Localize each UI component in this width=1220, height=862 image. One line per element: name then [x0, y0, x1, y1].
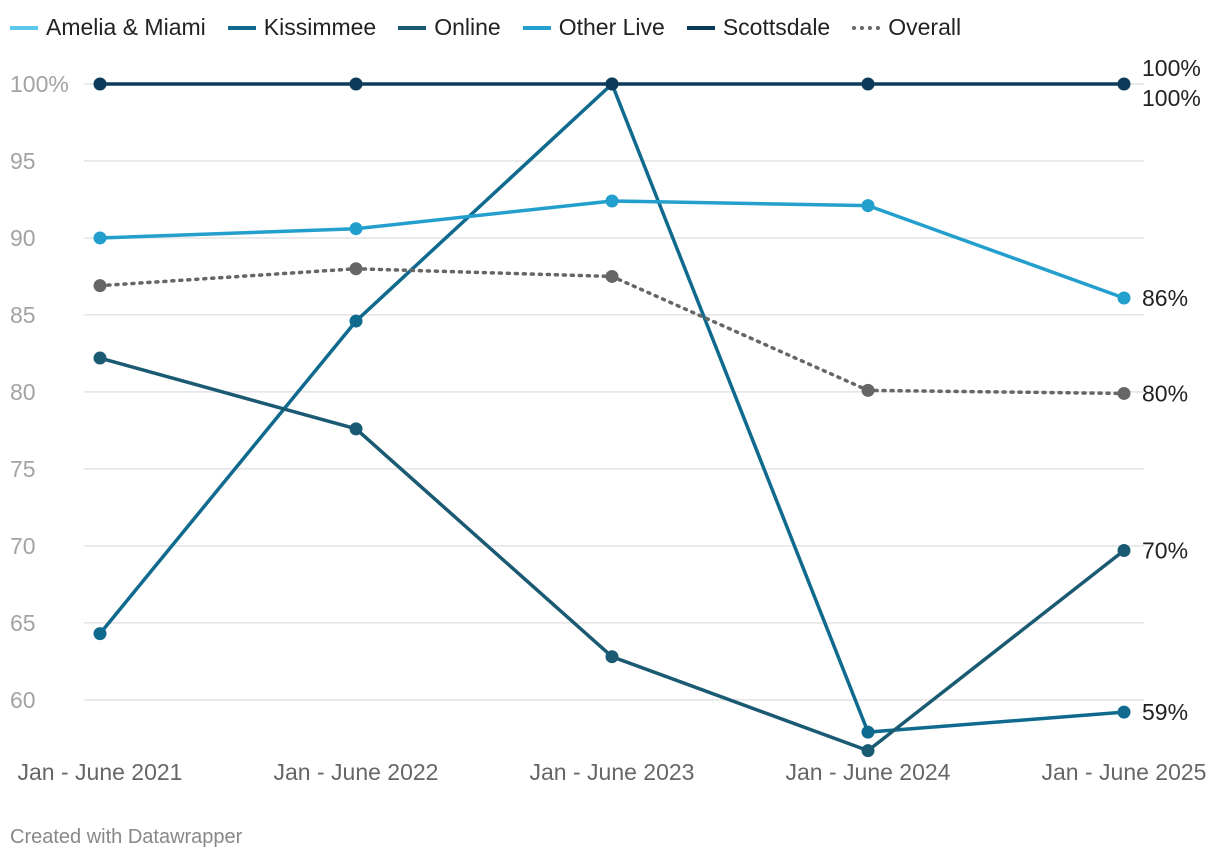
legend-item: Other Live	[522, 14, 665, 41]
legend-label: Scottsdale	[722, 14, 831, 40]
data-point	[605, 77, 619, 91]
data-point	[349, 77, 363, 91]
data-point	[349, 222, 363, 236]
y-tick-label: 85	[10, 302, 36, 328]
y-tick-label: 90	[10, 225, 36, 251]
y-tick-label: 70	[10, 533, 36, 559]
y-tick-label: 75	[10, 456, 36, 482]
data-point	[349, 422, 363, 436]
x-axis-ticks: Jan - June 2021 Jan - June 2022 Jan - June…	[18, 759, 1207, 785]
data-point	[93, 351, 107, 365]
end-value-label: 100%	[1142, 85, 1201, 111]
data-point	[861, 725, 875, 739]
legend-label: Kissimmee	[263, 14, 377, 40]
y-tick-label: 80	[10, 379, 36, 405]
y-tick-label: 60	[10, 687, 36, 713]
data-point	[349, 262, 363, 276]
grid-layer	[84, 83, 1144, 701]
data-point	[861, 744, 875, 758]
end-value-label: 59%	[1142, 699, 1188, 725]
chart-legend: Amelia & Miami Kissimmee Online Other Live S…	[10, 14, 983, 41]
data-point	[93, 77, 107, 91]
end-value-label: 80%	[1142, 380, 1188, 406]
data-point	[93, 627, 107, 641]
data-point	[861, 77, 875, 91]
data-point	[605, 650, 619, 664]
legend-swatch	[227, 25, 256, 30]
legend-item: Scottsdale	[686, 14, 831, 41]
end-labels: 100% 100% 86% 80% 70% 59%	[1142, 55, 1201, 725]
y-tick-label: 65	[10, 610, 36, 636]
data-point	[861, 383, 875, 397]
data-point	[861, 199, 875, 213]
data-point	[605, 269, 619, 283]
legend-label: Online	[434, 14, 501, 40]
series-layer	[93, 77, 1131, 758]
legend-item: Amelia & Miami	[10, 14, 206, 41]
data-point	[349, 314, 363, 328]
data-point	[605, 194, 619, 208]
legend-swatch	[398, 25, 427, 30]
legend-swatch	[522, 25, 551, 30]
x-tick-label: Jan - June 2023	[530, 759, 695, 785]
legend-swatch	[852, 25, 881, 30]
legend-swatch	[686, 25, 715, 30]
legend-label: Amelia & Miami	[46, 14, 206, 40]
legend-label: Overall	[888, 14, 962, 40]
data-point	[1117, 543, 1131, 557]
legend-item: Overall	[852, 14, 961, 41]
series-line	[98, 82, 1126, 734]
data-point	[93, 231, 107, 245]
legend-item: Online	[398, 14, 501, 41]
data-point	[93, 279, 107, 293]
y-tick-label: 95	[10, 148, 36, 174]
series-line	[98, 199, 1126, 300]
end-value-label: 86%	[1142, 285, 1188, 311]
x-tick-label: Jan - June 2021	[18, 759, 183, 785]
legend-item: Kissimmee	[227, 14, 377, 41]
series-line	[98, 266, 1126, 396]
x-tick-label: Jan - June 2025	[1042, 759, 1207, 785]
data-point	[1117, 386, 1131, 400]
x-tick-label: Jan - June 2024	[786, 759, 951, 785]
legend-label: Other Live	[558, 14, 665, 40]
data-point	[1117, 705, 1131, 719]
credit-text: Created with Datawrapper	[10, 826, 243, 848]
data-point	[1117, 77, 1131, 91]
y-tick-label: 100%	[10, 71, 69, 97]
series-line	[98, 356, 1126, 753]
data-point	[1117, 291, 1131, 305]
y-axis-ticks: 60 65 70 75 80 85 90 95 100%	[10, 71, 69, 713]
end-value-label: 100%	[1142, 55, 1201, 81]
end-value-label: 70%	[1142, 537, 1188, 563]
x-tick-label: Jan - June 2022	[274, 759, 439, 785]
legend-swatch	[10, 25, 38, 30]
